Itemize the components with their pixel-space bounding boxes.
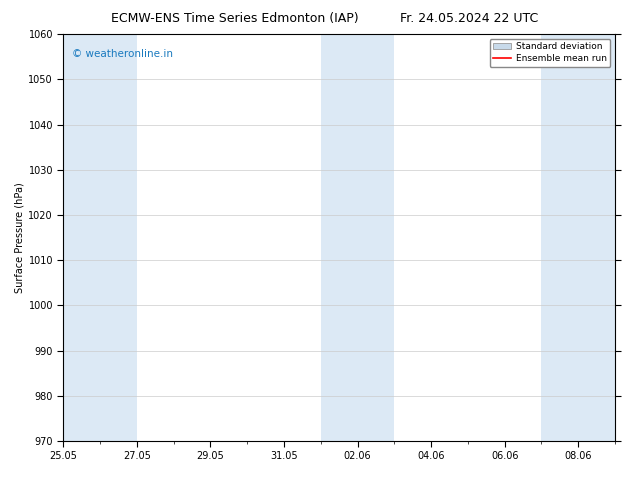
Text: Fr. 24.05.2024 22 UTC: Fr. 24.05.2024 22 UTC	[400, 12, 538, 25]
Y-axis label: Surface Pressure (hPa): Surface Pressure (hPa)	[14, 182, 24, 293]
Bar	[541, 34, 615, 441]
Bar	[63, 34, 137, 441]
Legend: Standard deviation, Ensemble mean run: Standard deviation, Ensemble mean run	[489, 39, 611, 67]
Text: © weatheronline.in: © weatheronline.in	[72, 49, 172, 58]
Text: ECMW-ENS Time Series Edmonton (IAP): ECMW-ENS Time Series Edmonton (IAP)	[111, 12, 358, 25]
Bar	[321, 34, 394, 441]
